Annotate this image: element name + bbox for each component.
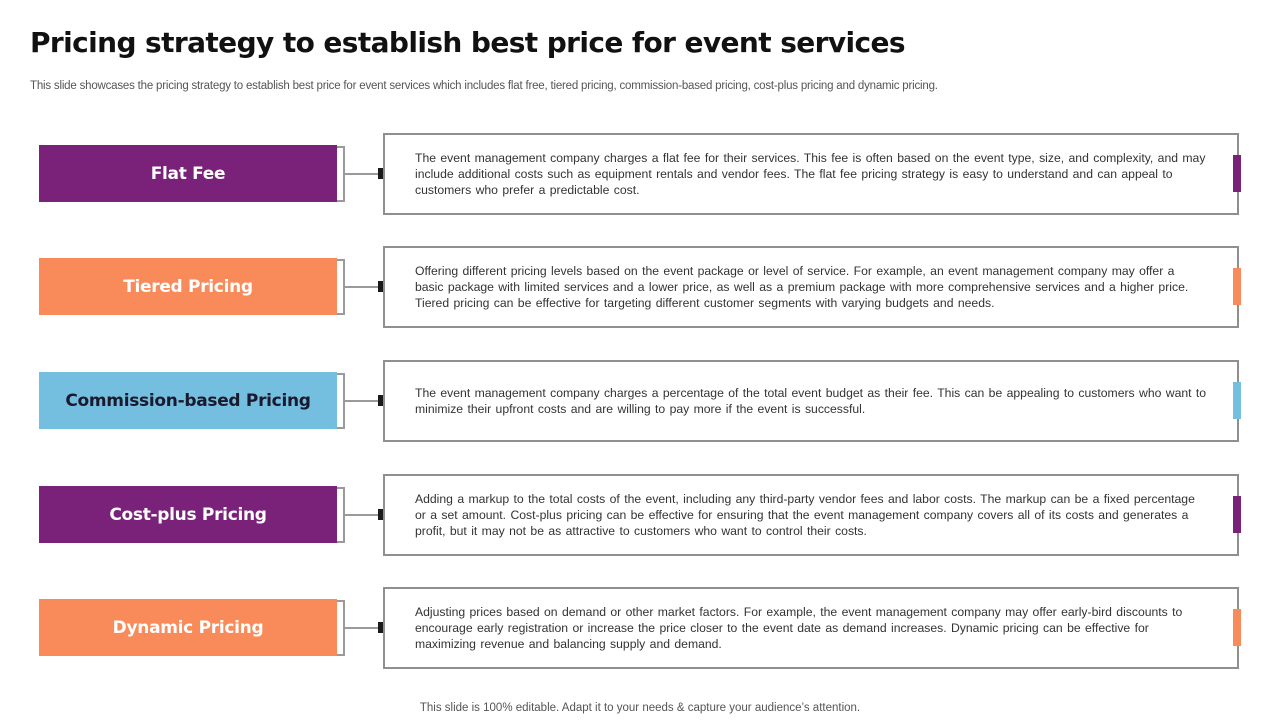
strategy-description-box: The event management company charges a f… <box>383 133 1239 215</box>
connector-line <box>345 286 379 288</box>
connector-line <box>345 627 379 629</box>
strategy-description-commission-based-pricing: The event management company charges a p… <box>415 386 1207 416</box>
strategy-label-cost-plus-pricing: Cost-plus Pricing <box>39 486 337 543</box>
strategy-description-box: Offering different pricing levels based … <box>383 246 1239 328</box>
page-title: Pricing strategy to establish best price… <box>30 26 906 59</box>
strategy-row-cost-plus-pricing: Cost-plus Pricing Adding a markup to the… <box>0 474 1280 556</box>
strategy-description-box: Adding a markup to the total costs of th… <box>383 474 1239 556</box>
strategy-row-dynamic-pricing: Dynamic Pricing Adjusting prices based o… <box>0 587 1280 669</box>
strategy-row-tiered-pricing: Tiered Pricing Offering different pricin… <box>0 246 1280 328</box>
strategy-description-tiered-pricing: Offering different pricing levels based … <box>415 264 1189 310</box>
strategy-description-box: The event management company charges a p… <box>383 360 1239 442</box>
strategy-description-dynamic-pricing: Adjusting prices based on demand or othe… <box>415 605 1183 651</box>
connector-line <box>345 514 379 516</box>
accent-bar <box>1233 268 1241 305</box>
accent-bar <box>1233 609 1241 646</box>
connector-line <box>345 173 379 175</box>
footer-note: This slide is 100% editable. Adapt it to… <box>419 702 861 714</box>
connector-line <box>345 400 379 402</box>
strategy-label-commission-based-pricing: Commission-based Pricing <box>39 372 337 429</box>
strategy-row-flat-fee: Flat Fee The event management company ch… <box>0 133 1280 215</box>
strategy-description-cost-plus-pricing: Adding a markup to the total costs of th… <box>415 492 1195 538</box>
accent-bar <box>1233 155 1241 192</box>
strategy-description-flat-fee: The event management company charges a f… <box>415 151 1206 197</box>
strategy-row-commission-based-pricing: Commission-based Pricing The event manag… <box>0 360 1280 442</box>
strategy-label-flat-fee: Flat Fee <box>39 145 337 202</box>
strategy-label-tiered-pricing: Tiered Pricing <box>39 258 337 315</box>
page-subtitle: This slide showcases the pricing strateg… <box>30 80 938 92</box>
strategy-label-dynamic-pricing: Dynamic Pricing <box>39 599 337 656</box>
accent-bar <box>1233 496 1241 533</box>
strategy-description-box: Adjusting prices based on demand or othe… <box>383 587 1239 669</box>
accent-bar <box>1233 382 1241 419</box>
